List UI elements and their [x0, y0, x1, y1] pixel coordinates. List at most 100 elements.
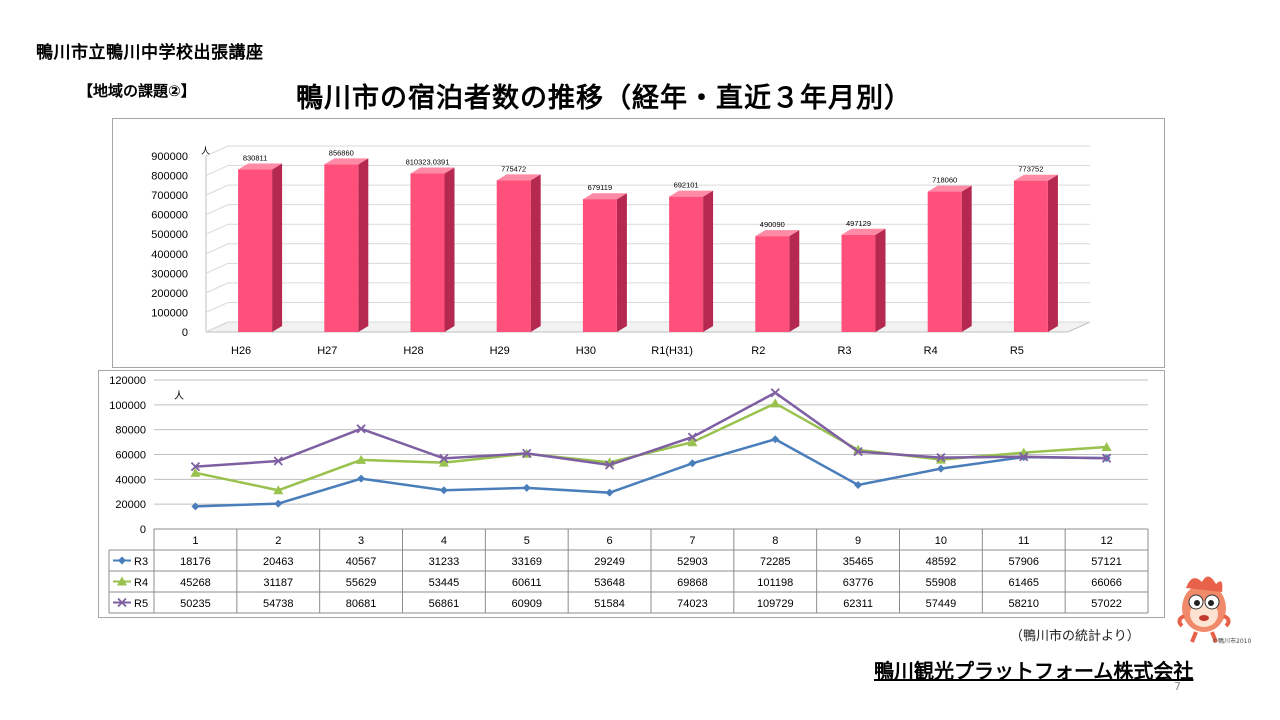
bar-data-label: 490090: [760, 220, 785, 229]
bar-gridline: [205, 262, 1090, 274]
line-y-tick-label: 100000: [109, 400, 146, 412]
bar-data-label: 692101: [674, 181, 699, 190]
point-marker: [1019, 452, 1029, 462]
bar-top: [841, 228, 886, 235]
monthly-chart-panel: 0 20000 40000 60000 80000 100000 120000 人 1 2 3 4 5 6…: [98, 370, 1165, 618]
bar-side: [875, 228, 886, 332]
bar-x-tick-label: R4: [924, 345, 938, 357]
bar: [841, 234, 876, 332]
bar-gridline: [205, 184, 1090, 196]
bar-data-label: 775472: [501, 164, 526, 173]
bar-y-tick-label: 400000: [151, 249, 188, 261]
line-x-tick-label: 11: [1018, 535, 1029, 547]
page-number: 7: [1174, 680, 1181, 693]
table-cell: 57906: [1008, 556, 1039, 568]
table-cell: 61465: [1008, 577, 1039, 589]
point-marker: [190, 467, 201, 477]
table-cell: 29249: [594, 556, 625, 568]
bar-y-tick-label: 600000: [151, 210, 188, 222]
bar-x-tick-label: R5: [1010, 345, 1024, 357]
table-cell: 74023: [677, 598, 708, 610]
table-cell: 58210: [1008, 598, 1039, 610]
bar-x-tick-label: H29: [490, 345, 510, 357]
bar-data-label: 679119: [588, 183, 612, 192]
bar-gridline: [205, 321, 1090, 333]
line-y-tick-label: 80000: [115, 425, 146, 437]
table-cell: 53648: [594, 577, 625, 589]
source-note: （鴨川市の統計より）: [1010, 629, 1140, 644]
table-cell: 69868: [677, 577, 708, 589]
bar-top: [496, 174, 541, 181]
table-cell: 55908: [926, 577, 957, 589]
table-cell: 52903: [677, 556, 708, 568]
bar-top: [927, 185, 972, 192]
line-x-tick-label: 5: [524, 535, 530, 547]
point-marker: [273, 456, 283, 466]
bar-gridline: [205, 223, 1090, 235]
bar-data-label: 810323.0391: [406, 158, 450, 167]
bar: [496, 180, 531, 332]
org-title: 鴨川市立鴨川中学校出張講座: [36, 43, 264, 63]
bar-y-tick-label: 300000: [151, 268, 188, 280]
table-cell: 31187: [263, 577, 293, 589]
topic-label: 【地域の課題②】: [78, 82, 196, 100]
bar-y-tick-label: 800000: [151, 171, 188, 183]
bar-side: [272, 163, 283, 332]
annual-guests-bar-chart: 0 100000 200000 300000 400000 500000 600000 700…: [151, 145, 1091, 357]
table-cell: 18176: [180, 556, 211, 568]
point-marker: [522, 483, 531, 492]
series-line: [195, 437, 1107, 508]
table-cell: 62311: [843, 598, 873, 610]
bar-y-tick-label: 700000: [151, 190, 188, 202]
table-cell: 55629: [346, 577, 377, 589]
legend-key: [113, 597, 131, 608]
point-marker: [356, 454, 367, 464]
mascot-copyright: ©鴨川市2010: [1212, 638, 1252, 645]
bar-top: [238, 163, 283, 170]
table-cell: 33169: [511, 556, 542, 568]
point-marker: [687, 437, 698, 447]
bar-gridline: [205, 282, 1090, 294]
bar-gridline: [205, 204, 1090, 216]
legend-label: R4: [134, 577, 148, 589]
line-x-tick-label: 6: [607, 535, 613, 547]
point-marker: [936, 453, 946, 463]
table-cell: 51584: [594, 598, 625, 610]
legend-label: R5: [134, 598, 148, 610]
point-marker: [438, 457, 449, 467]
bar-data-label: 718060: [932, 176, 957, 185]
point-marker: [688, 459, 697, 468]
bar-gridline: [205, 145, 1090, 157]
point-marker: [191, 502, 200, 511]
line-x-tick-label: 7: [689, 535, 695, 547]
line-x-tick-label: 9: [855, 535, 861, 547]
bar: [324, 164, 359, 332]
table-cell: 53445: [429, 577, 460, 589]
line-x-tick-label: 2: [275, 535, 281, 547]
bar-x-tick-label: R3: [837, 345, 851, 357]
table-cell: 35465: [843, 556, 874, 568]
legend-key: [113, 556, 131, 565]
table-cell: 40567: [346, 556, 377, 568]
bar-y-tick-label: 900000: [151, 151, 188, 163]
bar: [927, 191, 962, 332]
point-marker: [687, 432, 698, 442]
company-name: 鴨川観光プラットフォーム株式会社: [874, 659, 1194, 683]
point-marker: [118, 556, 126, 565]
line-y-tick-label: 40000: [115, 474, 146, 486]
point-marker: [936, 464, 945, 473]
bar: [238, 169, 273, 332]
point-marker: [771, 435, 780, 444]
point-marker: [770, 388, 780, 398]
bar-data-label: 830811: [243, 154, 267, 163]
series-line: [195, 391, 1107, 468]
table-cell: 20463: [263, 556, 294, 568]
bar-top: [410, 167, 455, 174]
bar-gridline: [205, 301, 1090, 313]
table-cell: 66066: [1091, 577, 1122, 589]
bar-data-label: 497129: [846, 219, 871, 228]
fish-mascot-icon: [1176, 568, 1232, 644]
line-x-tick-label: 3: [358, 535, 364, 547]
series-R5: [190, 388, 1112, 472]
